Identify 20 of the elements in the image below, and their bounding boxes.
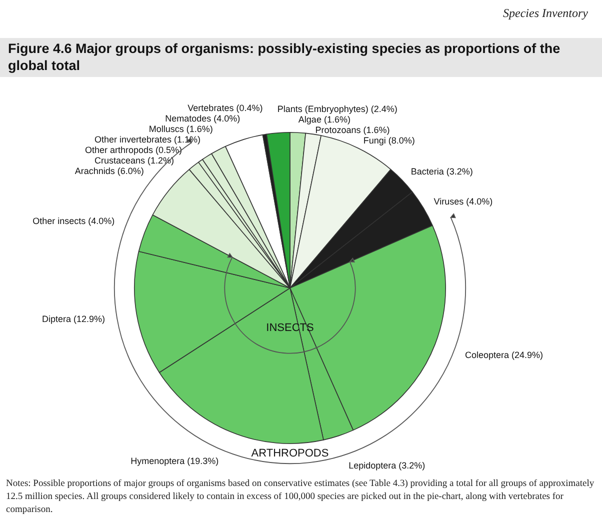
slice-label: Algae (1.6%) [298,114,350,125]
chart-title: Figure 4.6 Major groups of organisms: possibly-existing species as proportions of the global total [0,38,602,77]
slice-label: Fungi (8.0%) [363,136,415,146]
slice-label: Other insects (4.0%) [32,216,115,226]
text: Notes: Possible proportions of major groups of organisms based on conservative estimates (see Table 4.3) providing a total for all groups of approximately 12.5 million species. All groups considered likely to contain in excess of 100,000 species are picked out in the pie-chart, along with vertebrates for comparison. [6,478,596,517]
slice-label: Plants (Embryophytes) (2.4%) [277,104,398,114]
slice-label: Diptera (12.9%) [42,314,106,324]
slice-label: Coleoptera (24.9%) [464,350,543,360]
slice-label: Molluscs (1.6%) [148,124,213,134]
slice-label: Viruses (4.0%) [434,196,493,206]
slice-label: Hymenoptera (19.3%) [130,456,219,466]
text: ARTHROPODS [251,448,329,460]
slice-label: Protozoans (1.6%) [315,125,390,136]
slice-label: Lepidoptera (3.2%) [348,460,426,471]
slice-label: Bacteria (3.2%) [410,166,473,176]
text: Species Inventory [503,6,588,21]
slice-label: Nematodes (4.0%) [165,114,240,124]
slice-label: Other arthropods (0.5%) [84,145,182,156]
slice-label: Arachnids (6.0%) [74,166,144,176]
slice-label: Vertebrates (0.4%) [188,103,263,114]
